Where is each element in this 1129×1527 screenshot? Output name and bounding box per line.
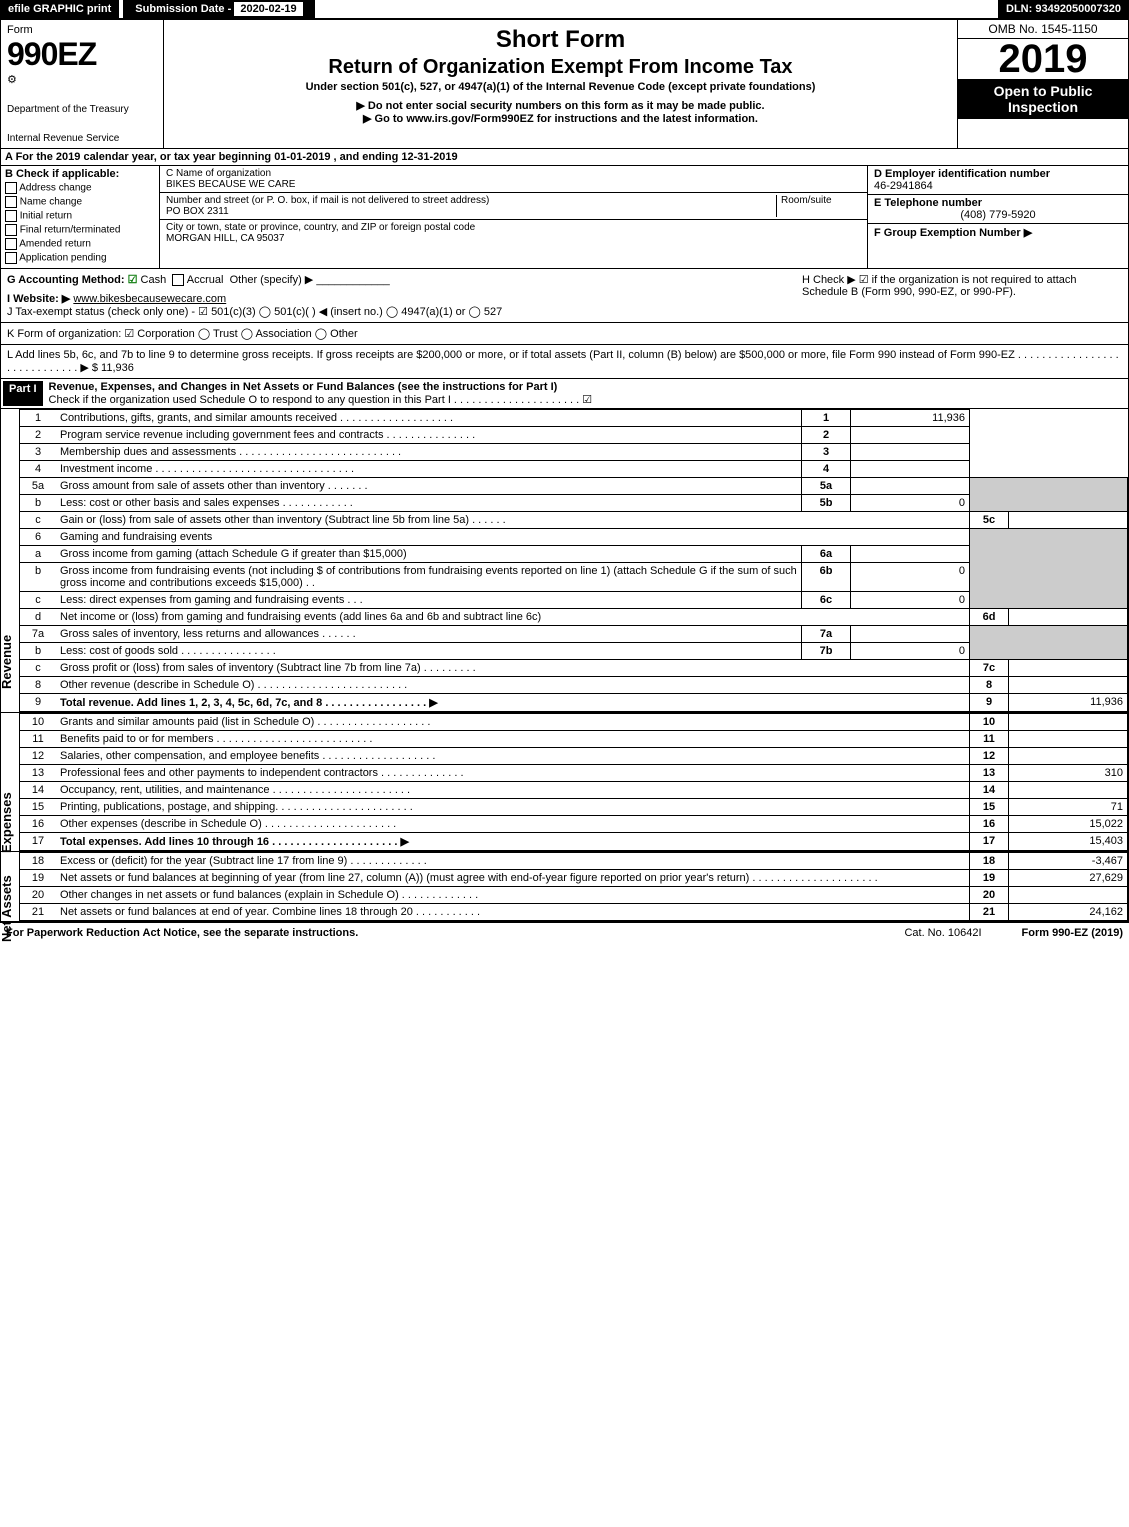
section-gh: G Accounting Method: ☑ Cash Accrual Othe… xyxy=(0,269,1129,323)
f-label: F Group Exemption Number ▶ xyxy=(874,227,1032,239)
part1-tag: Part I xyxy=(3,381,43,406)
ein-value: 46-2941864 xyxy=(874,180,933,192)
c-room-label: Room/suite xyxy=(776,195,861,217)
chk-address-change[interactable]: Address change xyxy=(5,182,155,194)
footer-formno: Form 990-EZ (2019) xyxy=(1022,927,1123,939)
top-bar: efile GRAPHIC print Submission Date - 20… xyxy=(0,0,1129,19)
section-c: C Name of organization BIKES BECAUSE WE … xyxy=(160,166,867,268)
header-mid: Short Form Return of Organization Exempt… xyxy=(164,20,957,148)
period-line-a: A For the 2019 calendar year, or tax yea… xyxy=(0,149,1129,166)
website-value[interactable]: www.bikesbecausewecare.com xyxy=(73,293,226,305)
d-label: D Employer identification number xyxy=(874,168,1050,180)
i-label: I Website: ▶ xyxy=(7,293,70,305)
org-name: BIKES BECAUSE WE CARE xyxy=(166,179,861,190)
g-cash-check[interactable]: ☑ xyxy=(128,274,138,286)
g-label: G Accounting Method: xyxy=(7,274,125,286)
expenses-section: Expenses 10Grants and similar amounts pa… xyxy=(0,713,1129,852)
header-right: OMB No. 1545-1150 2019 Open to Public In… xyxy=(957,20,1128,148)
submission-date-box: Submission Date - 2020-02-19 xyxy=(123,0,314,18)
open-inspection: Open to Public Inspection xyxy=(958,79,1128,119)
chk-final-return[interactable]: Final return/terminated xyxy=(5,224,155,236)
c-city-label: City or town, state or province, country… xyxy=(166,222,475,233)
section-def: D Employer identification number 46-2941… xyxy=(867,166,1128,268)
c-street-label: Number and street (or P. O. box, if mail… xyxy=(166,195,489,206)
chk-amended-return[interactable]: Amended return xyxy=(5,238,155,250)
g-cash: Cash xyxy=(141,274,167,286)
footer-catno: Cat. No. 10642I xyxy=(904,927,981,939)
efile-tag[interactable]: efile GRAPHIC print xyxy=(0,0,119,18)
form-word: Form xyxy=(7,24,157,36)
page-footer: For Paperwork Reduction Act Notice, see … xyxy=(0,922,1129,943)
phone-value: (408) 779-5920 xyxy=(874,209,1122,221)
submission-label: Submission Date - xyxy=(135,3,234,15)
l-line: L Add lines 5b, 6c, and 7b to line 9 to … xyxy=(0,345,1129,379)
form-number: 990EZ xyxy=(7,36,157,73)
title-short-form: Short Form xyxy=(174,26,947,54)
header-left: Form 990EZ ⚙ Department of the Treasury … xyxy=(1,20,164,148)
chk-initial-return[interactable]: Initial return xyxy=(5,210,155,222)
treasury-seal-icon: ⚙ xyxy=(7,73,157,86)
h-box: H Check ▶ ☑ if the organization is not r… xyxy=(802,273,1122,318)
title-return: Return of Organization Exempt From Incom… xyxy=(174,56,947,79)
c-name-label: C Name of organization xyxy=(166,168,861,179)
revenue-section: Revenue 1Contributions, gifts, grants, a… xyxy=(0,409,1129,713)
netassets-side-label: Net Assets xyxy=(0,875,14,942)
footer-paperwork: For Paperwork Reduction Act Notice, see … xyxy=(6,927,904,939)
open-text: Open to Public Inspection xyxy=(994,83,1093,115)
part1-title: Revenue, Expenses, and Changes in Net As… xyxy=(49,381,558,393)
form-header: Form 990EZ ⚙ Department of the Treasury … xyxy=(0,19,1129,149)
dept-label: Department of the Treasury xyxy=(7,104,157,115)
netassets-section: Net Assets 18Excess or (deficit) for the… xyxy=(0,852,1129,922)
under-section: Under section 501(c), 527, or 4947(a)(1)… xyxy=(174,81,947,93)
irs-label: Internal Revenue Service xyxy=(7,133,157,144)
info-block: B Check if applicable: Address change Na… xyxy=(0,166,1129,269)
part1-check-line: Check if the organization used Schedule … xyxy=(49,394,593,406)
expenses-side-label: Expenses xyxy=(0,792,14,853)
revenue-side-label: Revenue xyxy=(0,635,14,689)
g-accrual: Accrual xyxy=(187,274,224,286)
g-accrual-check[interactable] xyxy=(172,274,184,286)
g-other: Other (specify) ▶ xyxy=(230,274,314,286)
chk-application-pending[interactable]: Application pending xyxy=(5,252,155,264)
section-b: B Check if applicable: Address change Na… xyxy=(1,166,160,268)
org-city: MORGAN HILL, CA 95037 xyxy=(166,233,284,244)
k-line: K Form of organization: ☑ Corporation ◯ … xyxy=(0,323,1129,345)
goto-link[interactable]: ▶ Go to www.irs.gov/Form990EZ for instru… xyxy=(174,112,947,125)
part1-header: Part I Revenue, Expenses, and Changes in… xyxy=(0,379,1129,409)
org-street: PO BOX 2311 xyxy=(166,206,229,217)
ssn-warning: ▶ Do not enter social security numbers o… xyxy=(174,99,947,112)
chk-name-change[interactable]: Name change xyxy=(5,196,155,208)
j-line: J Tax-exempt status (check only one) - ☑… xyxy=(7,305,802,318)
tax-year: 2019 xyxy=(958,39,1128,79)
e-label: E Telephone number xyxy=(874,197,982,209)
dln-box: DLN: 93492050007320 xyxy=(998,0,1129,18)
b-label: B Check if applicable: xyxy=(5,168,119,180)
submission-date: 2020-02-19 xyxy=(234,2,302,16)
